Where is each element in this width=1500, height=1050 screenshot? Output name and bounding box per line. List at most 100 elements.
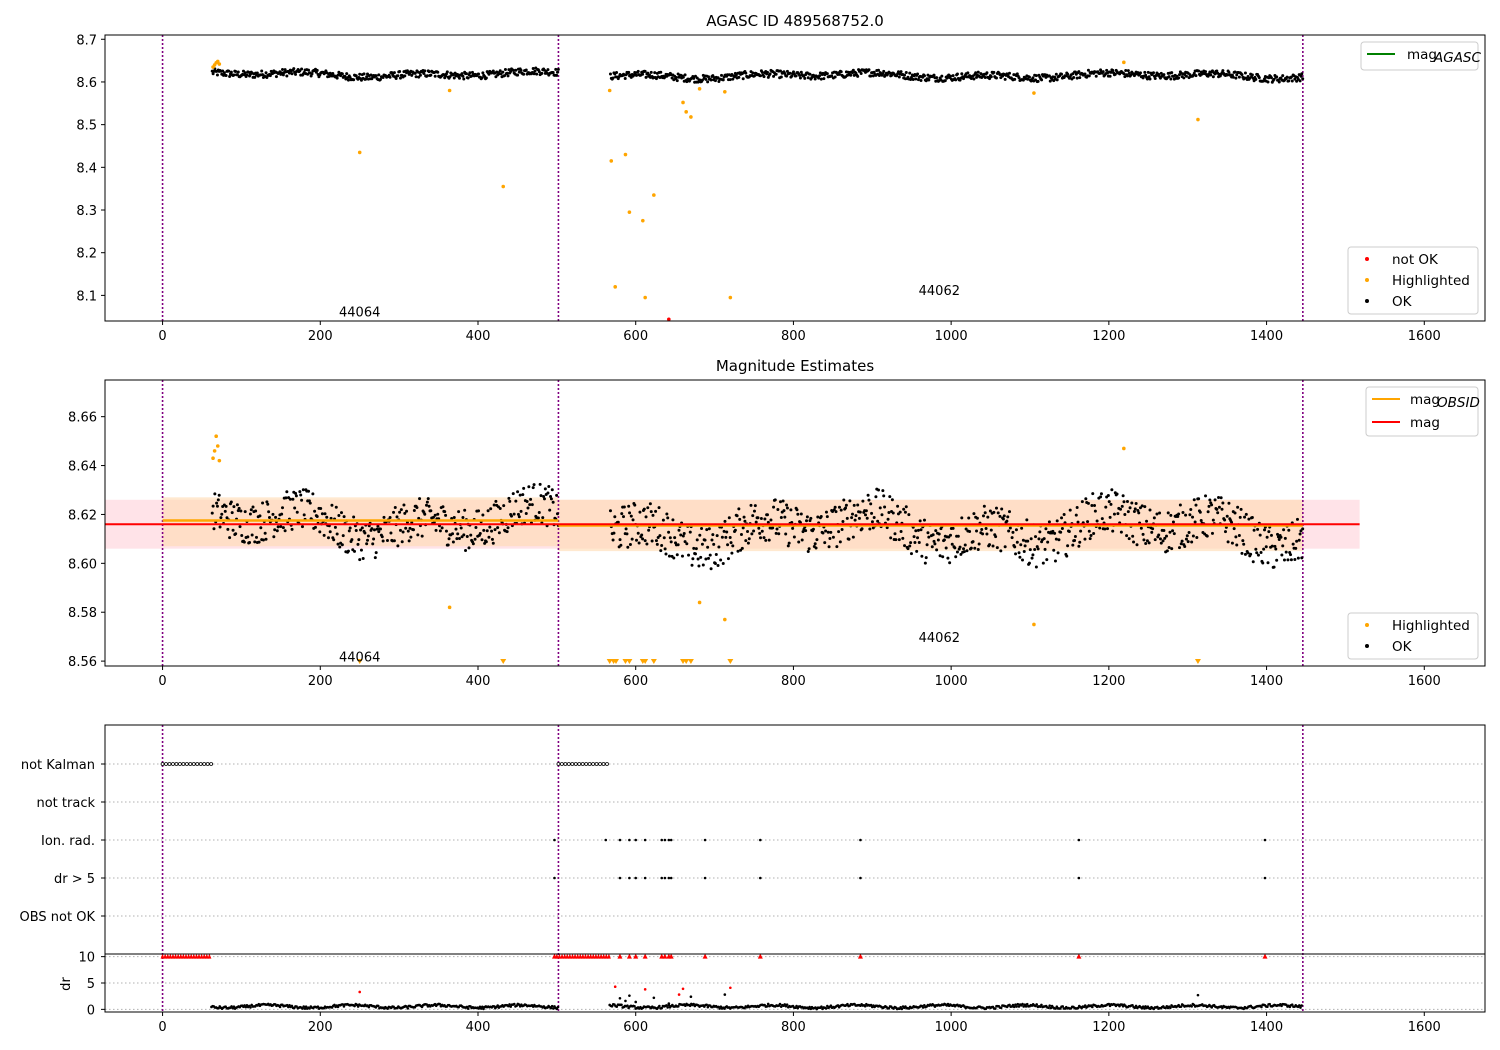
ok-point — [385, 538, 389, 542]
ok-point — [991, 544, 995, 548]
ok-point — [709, 78, 713, 82]
ok-point — [636, 69, 640, 73]
ok-point — [608, 72, 612, 76]
dr-point — [232, 1005, 236, 1008]
ok-point — [705, 528, 709, 532]
ok-point — [710, 538, 714, 542]
ok-point — [1075, 76, 1079, 80]
ok-point — [326, 536, 330, 540]
ok-point — [1243, 552, 1247, 556]
ok-point — [798, 520, 802, 524]
ok-point — [423, 512, 427, 516]
ok-point — [773, 498, 777, 502]
ok-point — [417, 516, 421, 520]
ok-point — [918, 519, 922, 523]
ok-point — [1283, 536, 1287, 540]
ok-point — [649, 70, 653, 74]
ok-point — [546, 491, 550, 495]
ok-point — [868, 527, 872, 531]
ok-point — [889, 536, 893, 540]
highlighted-point — [1032, 622, 1036, 627]
ok-point — [909, 75, 913, 79]
flag-point — [618, 876, 622, 880]
dr-clipped-marker — [207, 953, 212, 959]
ok-point — [752, 509, 756, 513]
ok-point — [497, 531, 501, 535]
flag-point — [660, 876, 664, 880]
ok-point — [813, 542, 817, 546]
ok-point — [638, 510, 642, 514]
highlighted-point — [212, 449, 217, 453]
ok-point — [463, 508, 467, 512]
ok-point — [530, 503, 534, 507]
ok-point — [806, 550, 810, 554]
ok-point — [290, 72, 294, 76]
ok-point — [522, 486, 526, 490]
ok-point — [263, 531, 267, 535]
dr-point — [316, 1005, 320, 1008]
dr-clipped-marker — [586, 953, 591, 959]
ok-point — [248, 512, 252, 516]
flag-point — [559, 762, 564, 766]
dr-clipped-marker — [578, 953, 583, 959]
dr-point — [1090, 1005, 1094, 1009]
ok-point — [438, 529, 442, 533]
ok-point — [867, 68, 871, 72]
ok-point — [1263, 528, 1267, 532]
flag-point — [618, 838, 622, 842]
ok-point — [870, 511, 874, 515]
ok-point — [398, 76, 402, 80]
ok-point — [772, 505, 776, 509]
ok-point — [1066, 544, 1070, 548]
highlighted-point — [447, 88, 452, 93]
ok-point — [541, 516, 545, 520]
y-tick-label: 8.4 — [76, 161, 97, 176]
flag-point — [580, 762, 585, 766]
ok-point — [452, 515, 456, 519]
ok-point — [723, 519, 727, 523]
ok-point — [981, 514, 985, 518]
x-tick-label: 1600 — [1408, 674, 1441, 689]
ok-point — [281, 68, 285, 72]
ok-point — [667, 554, 671, 558]
obsid-annotation: 44062 — [919, 631, 960, 646]
ok-point — [456, 532, 460, 536]
ok-point — [352, 78, 356, 82]
ok-point — [989, 75, 993, 79]
ok-point — [281, 73, 285, 77]
ok-point — [713, 79, 717, 83]
ok-point — [1158, 537, 1162, 541]
dr-point — [466, 1007, 470, 1010]
ok-point — [762, 536, 766, 540]
ok-point — [996, 511, 1000, 515]
clipped-highlighted-marker — [622, 659, 629, 664]
y-tick-label: 8.7 — [76, 33, 97, 48]
ok-point — [727, 516, 731, 520]
ok-point — [871, 526, 875, 530]
legend-box — [1347, 612, 1479, 660]
ok-point — [294, 494, 298, 498]
ok-point — [352, 515, 356, 519]
ok-point — [1035, 545, 1039, 549]
ok-point — [294, 491, 298, 495]
ok-point — [1252, 528, 1256, 532]
dr-point-not-ok — [677, 993, 681, 996]
ok-point — [897, 75, 901, 79]
ok-point — [741, 77, 745, 81]
ok-point — [1177, 512, 1181, 516]
ok-point — [904, 505, 908, 509]
ok-point — [1187, 531, 1191, 535]
ok-point — [636, 531, 640, 535]
ok-point — [455, 537, 459, 541]
dr-point — [1047, 1006, 1050, 1010]
ok-point — [265, 500, 269, 504]
ok-point — [696, 557, 700, 561]
highlighted-point — [728, 295, 733, 300]
ok-point — [804, 529, 808, 533]
ok-point — [995, 546, 999, 550]
ok-point — [1086, 68, 1090, 72]
ok-point — [1094, 74, 1098, 78]
ok-point — [883, 505, 887, 509]
ok-point — [505, 530, 509, 534]
